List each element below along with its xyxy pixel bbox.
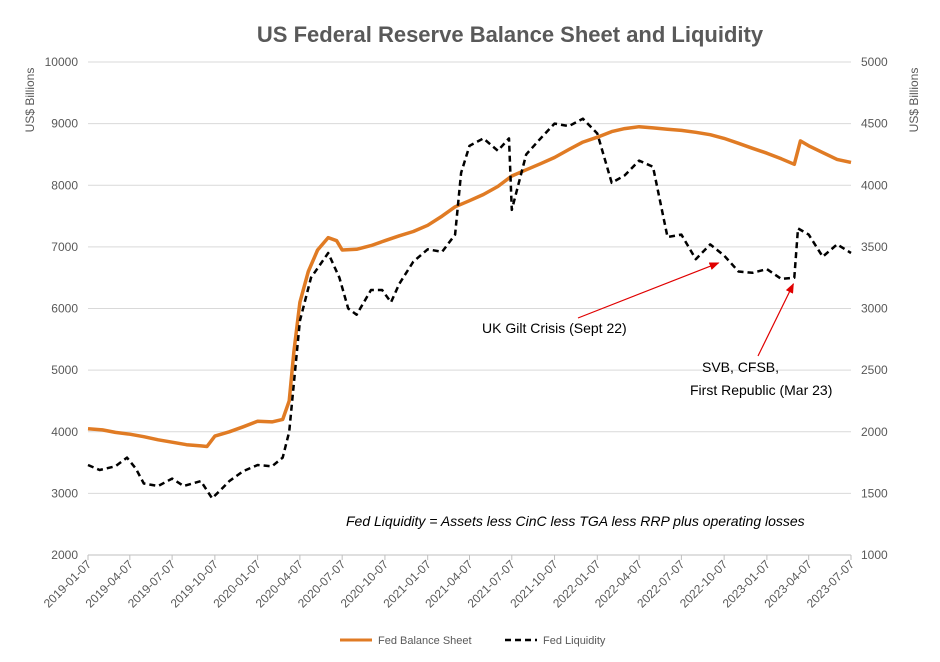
y-tick-right: 2500 [861,363,888,377]
series-group [87,117,852,500]
y-tick-left: 5000 [51,363,78,377]
y-tick-right: 3000 [861,302,888,316]
y-tick-right: 3500 [861,240,888,254]
y-axis-label-right: US$ Billions [907,68,921,133]
annotation-arrow-uk-gilt [577,262,720,319]
chart-title: US Federal Reserve Balance Sheet and Liq… [257,22,764,47]
formula-note: Fed Liquidity = Assets less CinC less TG… [346,513,805,529]
y-tick-right: 1500 [861,486,888,500]
y-tick-right: 4000 [861,178,888,192]
annotation-svb-line1: SVB, CFSB, [702,359,779,375]
y-tick-left: 3000 [51,486,78,500]
gridlines [88,61,851,494]
legend-label-liquidity: Fed Liquidity [543,635,606,647]
series-line-fed-balance-sheet [87,124,852,449]
legend-label-balance-sheet: Fed Balance Sheet [378,635,472,647]
y-axis-label-left: US$ Billions [23,68,37,133]
y-tick-left: 4000 [51,425,78,439]
y-tick-left: 8000 [51,178,78,192]
legend: Fed Balance Sheet Fed Liquidity [340,635,606,647]
y-tick-right: 2000 [861,425,888,439]
annotation-arrow-svb [757,282,794,357]
y-tick-right: 4500 [861,117,888,131]
series-line-fed-liquidity [87,117,852,500]
annotation-svb-line2: First Republic (Mar 23) [690,382,832,398]
y-tick-right: 1000 [861,548,888,562]
y-tick-left: 2000 [51,548,78,562]
y-tick-left: 10000 [45,55,79,69]
annotation-uk-gilt: UK Gilt Crisis (Sept 22) [482,320,627,336]
y-tick-left: 7000 [51,240,78,254]
y-tick-right: 5000 [861,55,888,69]
y-tick-left: 9000 [51,117,78,131]
y-tick-left: 6000 [51,302,78,316]
annotations: UK Gilt Crisis (Sept 22) SVB, CFSB, Firs… [346,262,832,529]
